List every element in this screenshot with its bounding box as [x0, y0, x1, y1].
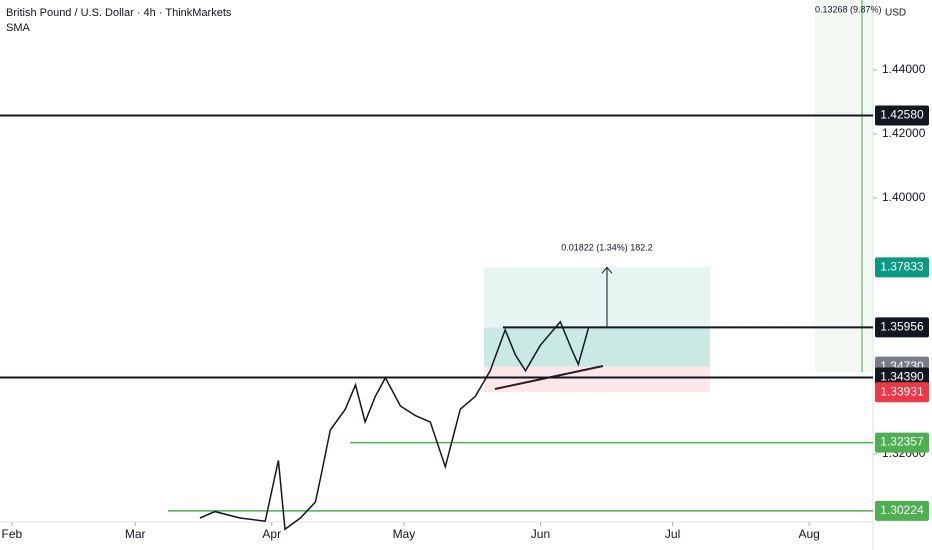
- level-badge: [875, 257, 929, 278]
- level-label: 1.35956: [880, 320, 924, 334]
- level-label: 1.42580: [880, 108, 924, 122]
- stop-zone: [484, 366, 710, 393]
- x-tick-label: May: [393, 527, 416, 541]
- level-label: 1.30224: [880, 503, 924, 517]
- measure-label: 0.01822 (1.34%) 182.2: [561, 242, 653, 252]
- level-badge: [875, 382, 929, 403]
- range-label: 0.13268 (9.87%): [815, 4, 882, 14]
- level-label: 1.37833: [880, 260, 924, 274]
- level-badge: [875, 500, 929, 521]
- level-label: 1.33931: [880, 384, 924, 398]
- y-tick-label: 1.44000: [882, 62, 926, 76]
- level-badge: [875, 432, 929, 453]
- range-zone: [815, 0, 873, 372]
- chart-title: British Pound / U.S. Dollar · 4h · Think…: [6, 7, 232, 19]
- x-tick-label: Jun: [531, 527, 550, 541]
- x-tick-label: Aug: [798, 527, 819, 541]
- measure-arrowhead: [601, 266, 613, 274]
- indicator-label: SMA: [6, 22, 31, 34]
- x-tick-label: Apr: [262, 527, 281, 541]
- x-tick-label: Feb: [2, 527, 23, 541]
- target-zone: [484, 267, 710, 367]
- x-tick-label: Jul: [665, 527, 680, 541]
- level-badge: [875, 105, 929, 126]
- level-label: 1.34390: [880, 370, 924, 384]
- y-tick-label: 1.40000: [882, 190, 926, 204]
- level-label: 1.32357: [880, 435, 924, 449]
- reached-zone: [484, 327, 710, 367]
- x-tick-label: Mar: [125, 527, 146, 541]
- level-badge: [875, 317, 929, 338]
- currency-label: USD: [885, 8, 906, 19]
- price-line: [199, 320, 590, 531]
- y-tick-label: 1.42000: [882, 126, 926, 140]
